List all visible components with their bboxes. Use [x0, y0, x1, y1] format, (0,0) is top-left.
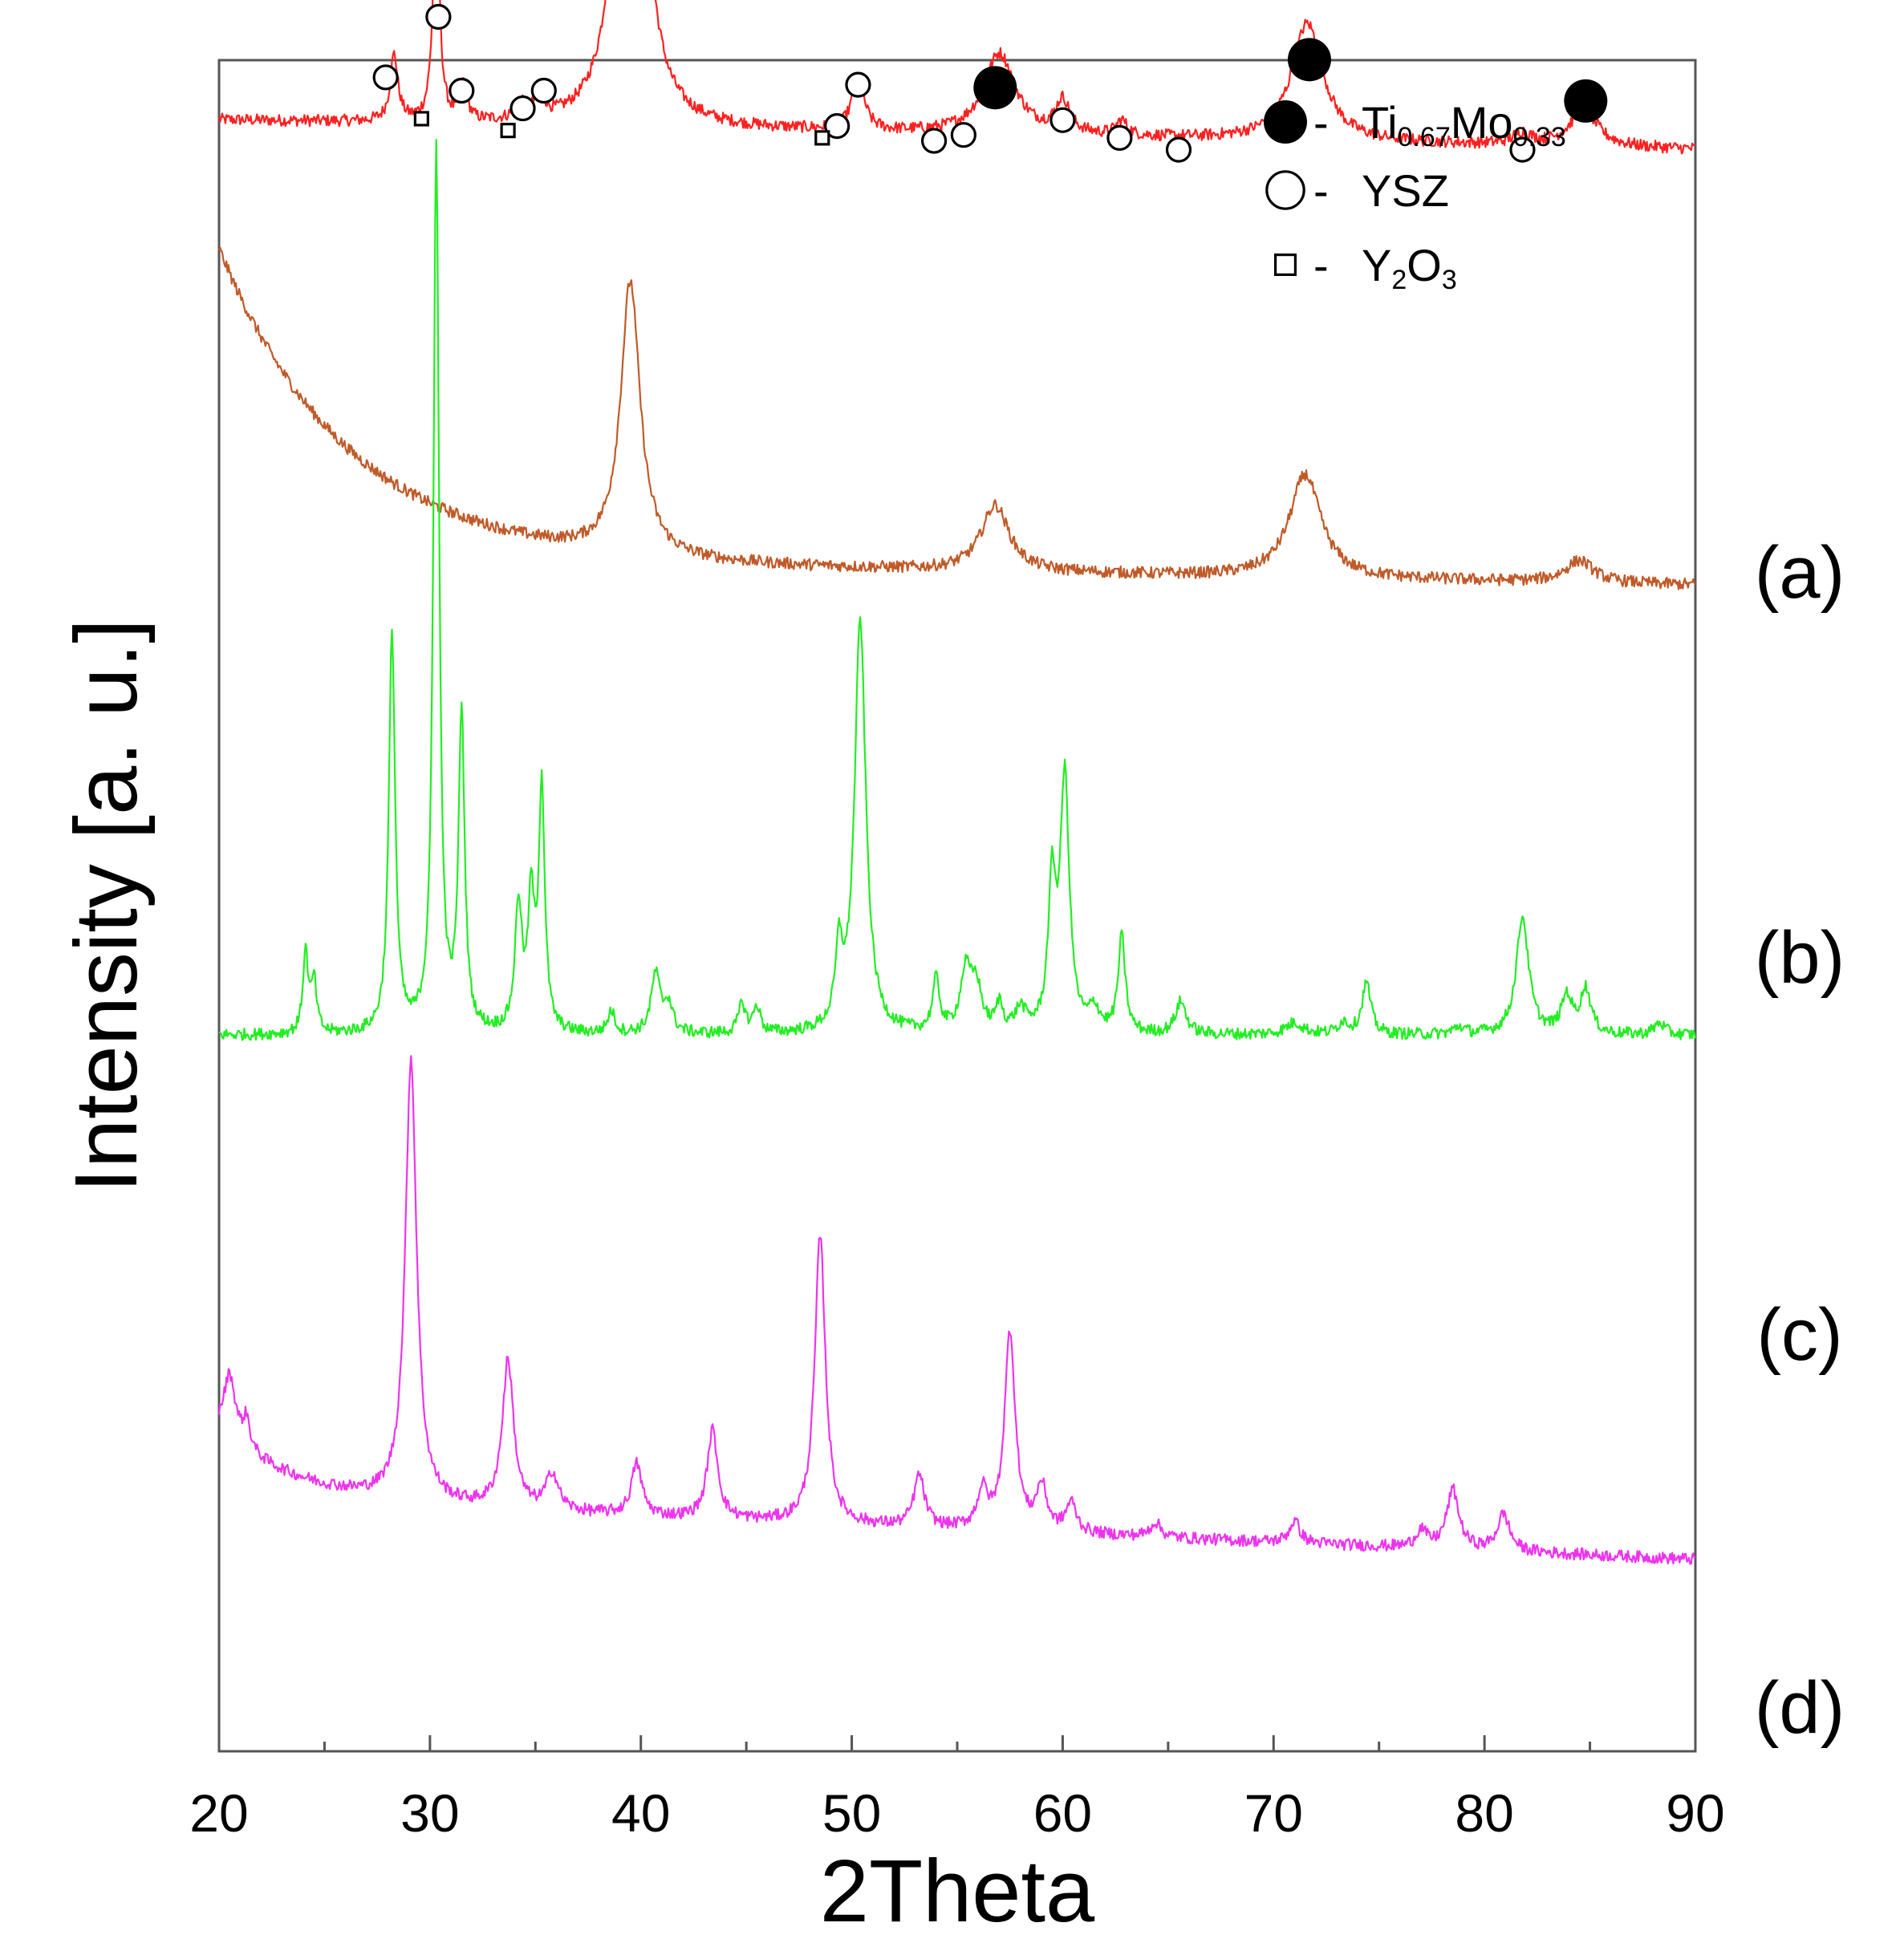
- series-line-4: [217, 1055, 1696, 1565]
- series-label-2: (b): [1755, 917, 1845, 999]
- open-square-marker: [413, 111, 429, 127]
- legend-symbol-open-circle: [1265, 170, 1305, 210]
- filled-circle-marker: [973, 66, 1017, 110]
- x-tick-label: 70: [1244, 1783, 1303, 1843]
- x-tick-label: 20: [189, 1783, 248, 1843]
- legend-entry-text: Ti0.67Mo0.33: [1362, 97, 1566, 152]
- series-line-2: [217, 246, 1696, 590]
- x-tick-label: 30: [400, 1783, 459, 1843]
- x-tick-label: 90: [1666, 1783, 1724, 1843]
- series-layer: [217, 0, 1697, 1565]
- filled-circle-marker: [1287, 38, 1331, 82]
- open-circle-marker: [425, 3, 452, 30]
- legend-symbol-filled-circle: [1264, 100, 1307, 144]
- open-circle-marker: [824, 113, 851, 140]
- x-axis-title: 2Theta: [820, 1842, 1095, 1939]
- series-labels: (a) (b) (c) (d): [1755, 532, 1845, 1749]
- open-circle-marker: [449, 77, 475, 104]
- legend-entry-text: YSZ: [1362, 165, 1449, 216]
- open-circle-marker: [845, 71, 871, 98]
- open-square-marker: [500, 123, 516, 139]
- legend-dash: -: [1313, 165, 1329, 216]
- x-tick-marks: [217, 1735, 1697, 1751]
- series-label-1: (a): [1755, 532, 1845, 614]
- legend-entry-text: Y2O3: [1362, 240, 1457, 295]
- open-circle-marker: [1106, 124, 1133, 151]
- open-circle-marker: [530, 77, 557, 104]
- x-tick-label: 80: [1455, 1783, 1513, 1843]
- legend-dash: -: [1313, 240, 1329, 290]
- plot-frame: [217, 59, 1697, 1753]
- x-tick-label: 50: [822, 1783, 881, 1843]
- y-axis-title: Intensity [a. u.]: [57, 619, 156, 1192]
- open-circle-marker: [920, 128, 948, 154]
- legend-symbol-open-square: [1273, 254, 1297, 277]
- open-circle-marker: [372, 64, 399, 91]
- open-circle-marker: [1165, 136, 1192, 163]
- series-line-3: [218, 139, 1697, 1041]
- series-label-4: (d): [1755, 1667, 1845, 1749]
- phase-markers: [372, 3, 1608, 163]
- x-tick-label: 40: [611, 1783, 670, 1843]
- filled-circle-marker: [1564, 79, 1608, 123]
- open-circle-marker: [1509, 136, 1536, 163]
- legend-dash: -: [1313, 97, 1329, 148]
- series-label-3: (c): [1756, 1294, 1842, 1376]
- open-circle-marker: [950, 122, 976, 148]
- open-circle-marker: [509, 95, 536, 122]
- open-circle-marker: [1049, 107, 1076, 133]
- x-tick-labels: 20 30 40 50 60 70 80 90: [189, 1783, 1724, 1843]
- open-square-marker: [814, 130, 830, 146]
- x-tick-label: 60: [1033, 1783, 1092, 1843]
- legend: - Ti0.67Mo0.33- YSZ- Y2O3: [1264, 97, 1566, 295]
